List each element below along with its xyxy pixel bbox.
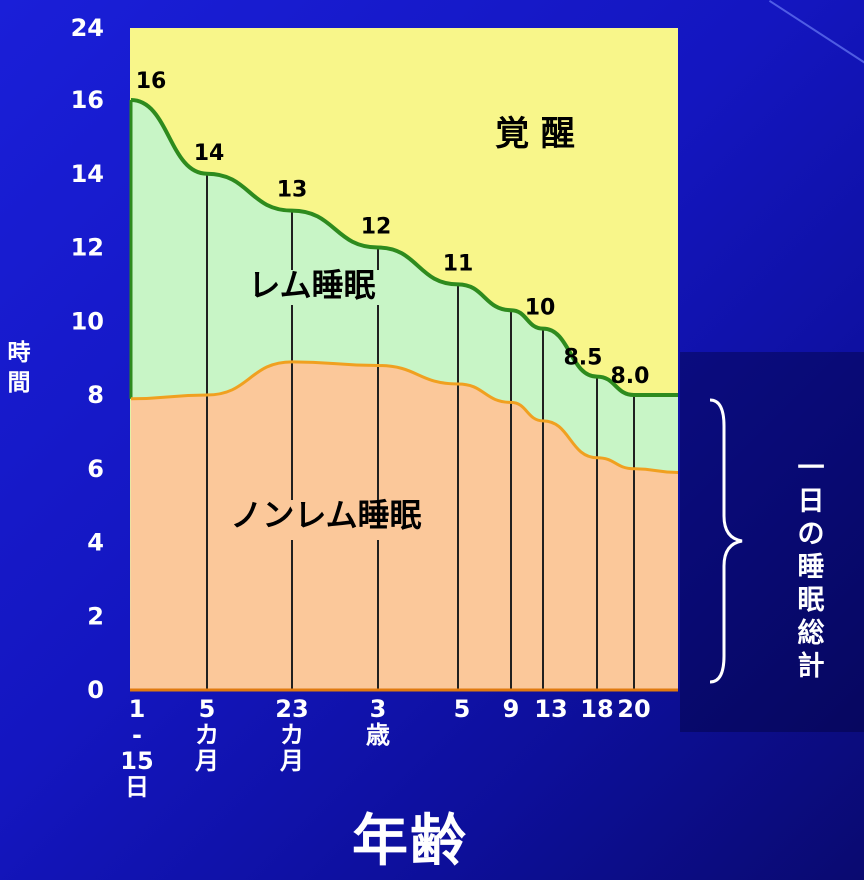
data-label-1: 14 <box>194 141 225 166</box>
x-tick-4: 5 <box>453 695 471 723</box>
y-tick-8: 16 <box>71 86 104 114</box>
y-tick-3: 6 <box>87 455 104 483</box>
y-tick-2: 4 <box>87 529 104 557</box>
data-label-2: 13 <box>277 178 308 203</box>
y-tick-7: 14 <box>71 160 104 188</box>
data-label-4: 11 <box>443 251 474 276</box>
x-tick-6: 13 <box>534 695 568 723</box>
data-label-3: 12 <box>361 215 392 240</box>
total-sleep-label: 一日の睡眠総計 <box>797 453 825 682</box>
nonrem-label: ノンレム睡眠 <box>230 496 421 534</box>
rem-label: レム睡眠 <box>248 266 375 304</box>
decorative-shadow-panel <box>680 352 864 732</box>
y-tick-1: 2 <box>87 602 104 630</box>
data-label-0: 16 <box>136 69 167 94</box>
data-label-6: 10 <box>525 296 556 321</box>
data-label-8: 8.0 <box>611 364 650 389</box>
x-tick-7: 18 <box>580 695 614 723</box>
y-tick-9: 24 <box>71 14 104 42</box>
y-tick-5: 10 <box>71 307 104 335</box>
nonrem-line <box>130 360 679 474</box>
x-tick-3: 3 歳 <box>366 695 390 749</box>
y-tick-6: 12 <box>71 234 104 262</box>
y-axis-label: 時間 <box>7 340 31 396</box>
x-axis-ticks: 1 - 15 日 5 カ 月 23 カ 月 3 歳 5 9 13 18 20 <box>0 696 864 806</box>
y-tick-0: 0 <box>87 676 104 704</box>
awake-label: 覚 醒 <box>495 114 575 154</box>
x-axis-label: 年齢 <box>352 809 468 874</box>
x-tick-2: 23 カ 月 <box>275 695 309 775</box>
x-tick-1: 5 カ 月 <box>195 695 219 775</box>
x-tick-5: 9 <box>502 695 520 723</box>
y-tick-4: 8 <box>87 381 104 409</box>
total-sleep-bracket-icon <box>709 398 743 684</box>
total-sleep-line <box>130 98 678 397</box>
x-tick-8: 20 <box>617 695 651 723</box>
data-label-7: 8.5 <box>564 346 603 371</box>
nonrem-area <box>130 361 678 690</box>
x-tick-0: 1 - 15 日 <box>120 695 154 801</box>
